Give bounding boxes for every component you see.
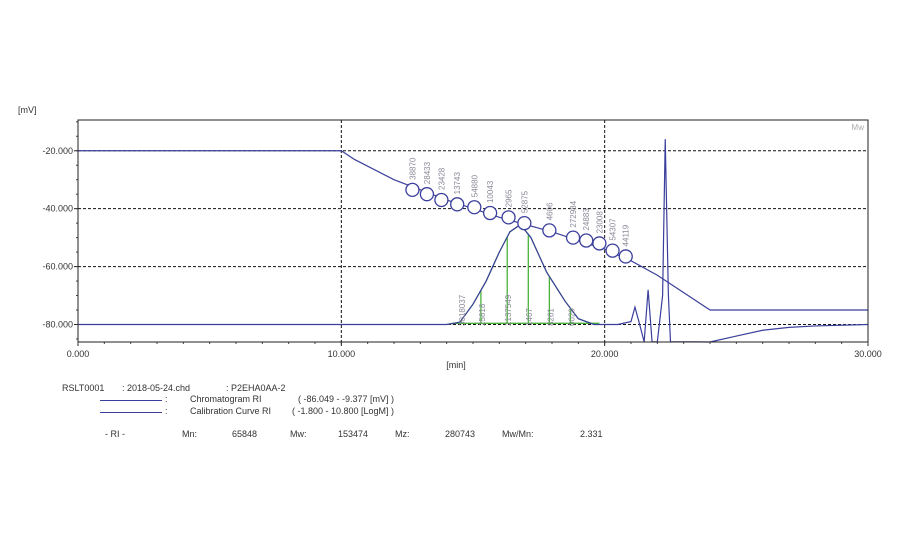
- series-lines: [78, 139, 869, 343]
- mz-value: 280743: [445, 429, 476, 439]
- calibration-legend-line: [100, 412, 162, 413]
- calibration-marker-9: [565, 230, 581, 245]
- calibration-legend-sep: :: [165, 406, 168, 416]
- chromatogram-legend-line: [100, 400, 162, 401]
- grid: [78, 120, 868, 342]
- result-id: RSLT0001: [62, 383, 105, 393]
- calibration-marker-11: [592, 236, 607, 251]
- marker-label-13: 44119: [622, 224, 631, 246]
- mn-label: Mn:: [182, 429, 198, 439]
- marker-label-8: 4606: [545, 202, 554, 220]
- calibration-marker-0: [405, 182, 420, 197]
- mw-value: 153474: [338, 429, 369, 439]
- calibration-marker-12: [605, 243, 620, 258]
- mwmn-value: 2.331: [580, 429, 603, 439]
- chromatogram-legend-sep: :: [165, 394, 168, 404]
- calibration-marker-10: [579, 233, 594, 248]
- chromatogram-chart: [mV] [min] Mw 38870 28433 23428 13743 54880 1…: [18, 105, 882, 370]
- calibration-marker-5: [482, 205, 498, 221]
- chromatogram-line: [78, 139, 869, 343]
- corner-label: Mw: [852, 123, 865, 132]
- peak-label-1: 25818: [478, 303, 487, 326]
- y-tick-label-3: -80.000: [42, 319, 73, 329]
- chromatogram-legend-range: ( -86.049 - -9.377 [mV] ): [298, 394, 395, 404]
- y-tick-label-2: -60.000: [42, 262, 73, 272]
- marker-label-3: 13743: [453, 172, 462, 195]
- marker-label-5: 10043: [486, 180, 495, 203]
- mz-label: Mz:: [395, 429, 410, 439]
- x-tick-label-0: 0.000: [67, 349, 90, 359]
- x-tick-label-1: 10.000: [328, 349, 356, 359]
- peak-label-4: 8261: [546, 308, 555, 326]
- x-tick-label-2: 20.000: [591, 349, 619, 359]
- ri-label: - RI -: [105, 429, 125, 439]
- calibration-marker-6: [501, 210, 516, 225]
- x-unit-label: [min]: [446, 360, 466, 370]
- y-tick-label-0: -20.000: [42, 146, 73, 156]
- marker-label-7: 52875: [520, 190, 529, 213]
- calibration-marker-7: [517, 215, 532, 231]
- calibration-marker-13: [618, 249, 633, 264]
- mw-label: Mw:: [290, 429, 307, 439]
- calibration-legend-range: ( -1.800 - 10.800 [LogM] ): [292, 406, 395, 416]
- marker-label-2: 23428: [437, 167, 446, 190]
- calibration-curve-line: [78, 150, 868, 311]
- marker-label-10: 24883: [582, 208, 591, 231]
- calibration-marker-8: [542, 223, 557, 238]
- peak-label-3: 1467: [525, 308, 534, 326]
- y-unit-label: [mV]: [18, 105, 37, 115]
- calibration-legend-name: Calibration Curve RI: [190, 406, 272, 416]
- calibration-marker-1: [419, 187, 435, 202]
- mwmn-label: Mw/Mn:: [502, 429, 534, 439]
- x-tick-label-3: 30.000: [854, 349, 882, 359]
- result-file: : 2018-05-24.chd: [122, 383, 191, 393]
- marker-label-12: 54307: [609, 218, 618, 241]
- marker-label-4: 54880: [470, 174, 479, 197]
- axis-ticks: 0.000 10.000 20.000 30.000 -20.000 -40.000 -60…: [42, 121, 882, 359]
- marker-label-9: 272984: [569, 200, 578, 227]
- marker-label-11: 23008: [595, 211, 604, 234]
- marker-label-0: 38870: [408, 157, 417, 180]
- result-sample: : P2EHA0AA-2: [226, 383, 286, 393]
- y-tick-label-1: -40.000: [42, 204, 73, 214]
- mn-value: 65848: [232, 429, 258, 439]
- marker-labels: 38870 28433 23428 13743 54880 10043 2965 52875 4…: [408, 157, 630, 326]
- calibration-markers: [405, 182, 633, 264]
- peak-label-5: 6020: [567, 308, 576, 326]
- plot-frame: [77, 119, 869, 343]
- marker-label-6: 2965: [505, 189, 514, 207]
- legend-panel: RSLT0001 : 2018-05-24.chd : P2EHA0AA-2 :…: [60, 383, 760, 453]
- calibration-marker-2: [434, 192, 449, 208]
- peak-label-2: 2137549: [504, 294, 513, 326]
- chromatogram-legend-name: Chromatogram RI: [190, 394, 262, 404]
- peak-label-0: 3018037: [458, 294, 467, 326]
- calibration-marker-4: [467, 200, 482, 215]
- calibration-marker-3: [450, 197, 465, 212]
- marker-label-1: 28433: [423, 161, 432, 184]
